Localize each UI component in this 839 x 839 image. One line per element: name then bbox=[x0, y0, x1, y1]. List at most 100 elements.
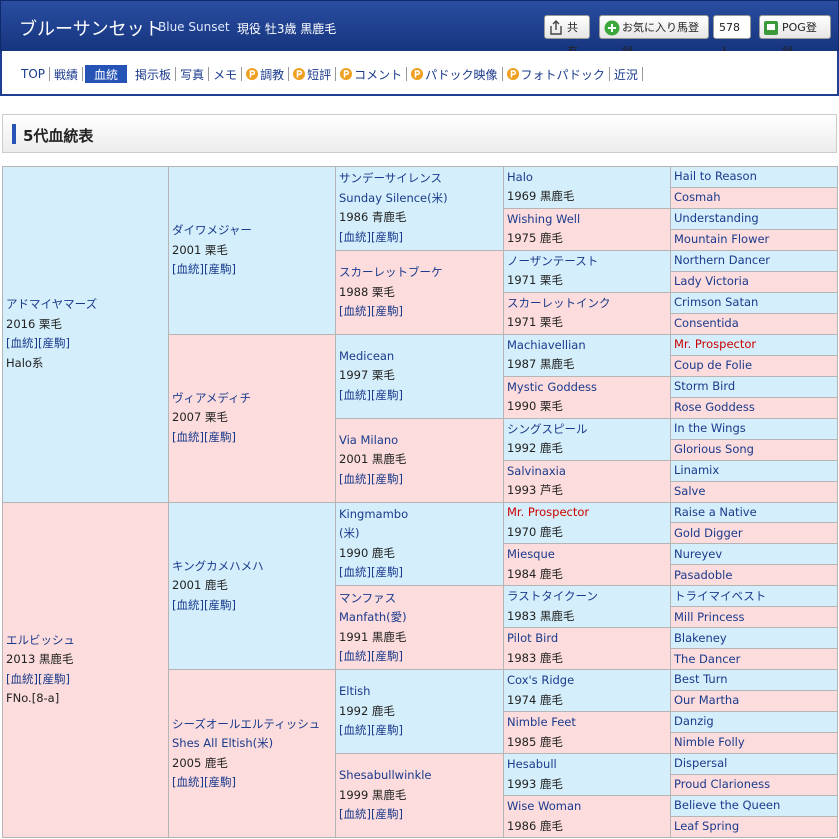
horse-name[interactable]: Nimble Folly bbox=[674, 735, 745, 750]
pedigree-cell: キングカメハメハ 2001 鹿毛 [血統][産駒] bbox=[168, 501, 336, 671]
horse-name[interactable]: The Dancer bbox=[674, 651, 741, 666]
favorite-button[interactable]: お気に入り馬登録 bbox=[599, 15, 709, 58]
nav-item[interactable]: 戦績 bbox=[50, 67, 84, 82]
horse-name[interactable]: キングカメハメハ bbox=[172, 558, 264, 573]
horse-name[interactable]: Wise Woman bbox=[507, 799, 582, 814]
horse-name-en[interactable]: Manfath(愛) bbox=[339, 610, 407, 625]
horse-name[interactable]: Blakeney bbox=[674, 630, 727, 645]
horse-name-en[interactable]: Sunday Silence(米) bbox=[339, 190, 448, 205]
pedigree-links[interactable]: [血統][産駒] bbox=[339, 471, 403, 486]
pedigree-links[interactable]: [血統][産駒] bbox=[172, 775, 236, 790]
horse-name[interactable]: Cosmah bbox=[674, 190, 721, 205]
horse-name[interactable]: シングスピール bbox=[507, 421, 588, 436]
nav-item[interactable]: コメント bbox=[336, 67, 408, 82]
pedigree-links[interactable]: [血統][産駒] bbox=[339, 229, 403, 244]
horse-name[interactable]: Storm Bird bbox=[674, 378, 736, 393]
horse-name[interactable]: Best Turn bbox=[674, 672, 728, 687]
horse-info: 1993 鹿毛 bbox=[507, 776, 563, 791]
nav-item[interactable]: 掲示板 bbox=[131, 67, 177, 82]
pedigree-links[interactable]: [血統][産駒] bbox=[339, 565, 403, 580]
horse-name[interactable]: マンファス bbox=[339, 590, 397, 605]
horse-name[interactable]: Pasadoble bbox=[674, 567, 733, 582]
horse-name[interactable]: ヴィアメディチ bbox=[172, 390, 252, 405]
nav-item[interactable]: 調教 bbox=[242, 67, 290, 82]
nav-item[interactable]: 写真 bbox=[176, 67, 210, 82]
horse-name[interactable]: エルビッシュ bbox=[6, 632, 75, 647]
horse-name[interactable]: Miesque bbox=[507, 547, 555, 562]
pog-button[interactable]: POG登録 bbox=[759, 15, 831, 58]
horse-name[interactable]: Gold Digger bbox=[674, 525, 743, 540]
share-button[interactable]: 共有 bbox=[544, 15, 590, 58]
nav-item[interactable]: メモ bbox=[209, 67, 243, 82]
horse-name[interactable]: Mill Princess bbox=[674, 609, 745, 624]
pedigree-links[interactable]: [血統][産駒] bbox=[172, 429, 236, 444]
horse-name[interactable]: Crimson Satan bbox=[674, 295, 759, 310]
horse-name[interactable]: ノーザンテースト bbox=[507, 253, 599, 268]
horse-name[interactable]: Raise a Native bbox=[674, 504, 757, 519]
horse-name[interactable]: Kingmambo bbox=[339, 506, 409, 521]
nav-item[interactable]: 近況 bbox=[610, 67, 643, 82]
horse-name[interactable]: Machiavellian bbox=[507, 337, 586, 352]
horse-name[interactable]: Shesabullwinkle bbox=[339, 768, 432, 783]
horse-name[interactable]: Nimble Feet bbox=[507, 715, 576, 730]
horse-name[interactable]: アドマイヤマーズ bbox=[6, 297, 98, 312]
horse-name[interactable]: Mountain Flower bbox=[674, 232, 770, 247]
horse-name[interactable]: Consentida bbox=[674, 316, 739, 331]
nav-item[interactable]: TOP bbox=[17, 67, 51, 81]
pedigree-links[interactable]: [血統][産駒] bbox=[339, 387, 403, 402]
horse-name-en[interactable]: Shes All Eltish(米) bbox=[172, 736, 274, 751]
pedigree-links[interactable]: [血統][産駒] bbox=[172, 262, 236, 277]
pedigree-cell: トライマイベスト bbox=[670, 585, 838, 608]
horse-name[interactable]: Mr. Prospector bbox=[674, 336, 757, 351]
horse-name[interactable]: Lady Victoria bbox=[674, 274, 749, 289]
horse-name[interactable]: Wishing Well bbox=[507, 211, 581, 226]
nav-item[interactable]: パドック映像 bbox=[407, 67, 503, 82]
horse-name[interactable]: Linamix bbox=[674, 462, 720, 477]
horse-name[interactable]: Glorious Song bbox=[674, 441, 754, 456]
horse-name[interactable]: スカーレットブーケ bbox=[339, 265, 443, 280]
horse-name[interactable]: Pilot Bird bbox=[507, 631, 559, 646]
horse-name[interactable]: ダイワメジャー bbox=[172, 223, 252, 238]
horse-name[interactable]: Hesabull bbox=[507, 757, 557, 772]
horse-name[interactable]: Coup de Folie bbox=[674, 357, 753, 372]
pedigree-links[interactable]: [血統][産駒] bbox=[172, 597, 236, 612]
horse-name[interactable]: Salve bbox=[674, 483, 706, 498]
horse-name[interactable]: スカーレットインク bbox=[507, 295, 611, 310]
horse-name[interactable]: Via Milano bbox=[339, 432, 399, 447]
pedigree-cell: Nimble Folly bbox=[670, 732, 838, 755]
pedigree-links[interactable]: [血統][産駒] bbox=[6, 336, 70, 351]
horse-name[interactable]: Mystic Goddess bbox=[507, 379, 598, 394]
pedigree-links[interactable]: [血統][産駒] bbox=[339, 723, 403, 738]
horse-name[interactable]: Danzig bbox=[674, 714, 714, 729]
horse-name[interactable]: Mr. Prospector bbox=[507, 505, 590, 520]
horse-name[interactable]: Leaf Spring bbox=[674, 819, 740, 834]
horse-name[interactable]: Northern Dancer bbox=[674, 253, 771, 268]
horse-name[interactable]: Nureyev bbox=[674, 546, 723, 561]
horse-name[interactable]: シーズオールエルティッシュ bbox=[172, 716, 321, 731]
nav-item[interactable]: 血統 bbox=[85, 65, 128, 83]
horse-name[interactable]: Eltish bbox=[339, 684, 371, 699]
pedigree-links[interactable]: [血統][産駒] bbox=[339, 649, 403, 664]
horse-name[interactable]: Believe the Queen bbox=[674, 798, 781, 813]
horse-name[interactable]: In the Wings bbox=[674, 420, 746, 435]
nav-item[interactable]: 短評 bbox=[289, 67, 337, 82]
horse-name-en: Blue Sunset bbox=[158, 20, 230, 34]
horse-name[interactable]: Medicean bbox=[339, 348, 395, 363]
horse-name[interactable]: Cox's Ridge bbox=[507, 673, 575, 688]
pedigree-links[interactable]: [血統][産駒] bbox=[6, 671, 70, 686]
horse-name-en[interactable]: (米) bbox=[339, 526, 360, 541]
horse-name[interactable]: Halo bbox=[507, 169, 533, 184]
horse-name[interactable]: ラストタイクーン bbox=[507, 589, 598, 604]
horse-name[interactable]: サンデーサイレンス bbox=[339, 171, 443, 186]
horse-name[interactable]: Hail to Reason bbox=[674, 169, 757, 184]
pedigree-links[interactable]: [血統][産駒] bbox=[339, 304, 403, 319]
horse-name[interactable]: Our Martha bbox=[674, 693, 740, 708]
nav-item[interactable]: フォトパドック bbox=[503, 67, 610, 82]
horse-name[interactable]: Proud Clarioness bbox=[674, 777, 771, 792]
horse-name[interactable]: トライマイベスト bbox=[674, 588, 767, 603]
horse-name[interactable]: Understanding bbox=[674, 211, 759, 226]
horse-name[interactable]: Rose Goddess bbox=[674, 399, 755, 414]
pedigree-links[interactable]: [血統][産駒] bbox=[339, 807, 403, 822]
horse-name[interactable]: Salvinaxia bbox=[507, 463, 566, 478]
horse-name[interactable]: Dispersal bbox=[674, 756, 728, 771]
